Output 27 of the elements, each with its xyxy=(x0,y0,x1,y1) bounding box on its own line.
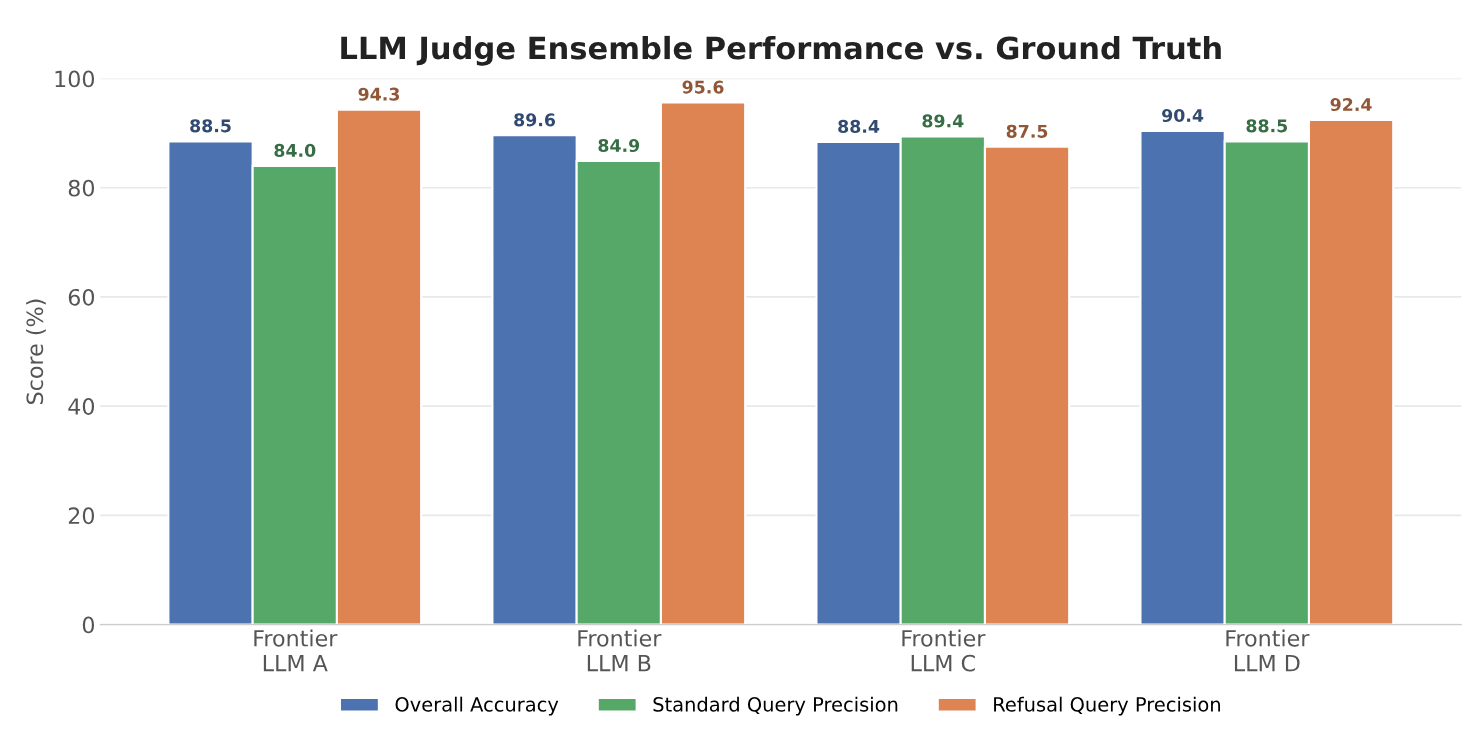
y-tick-label: 60 xyxy=(68,288,95,306)
data-label: 94.3 xyxy=(358,87,400,101)
y-tick-label: 80 xyxy=(68,179,95,197)
data-label: 87.5 xyxy=(1006,124,1048,138)
data-label: 88.5 xyxy=(190,119,231,133)
legend-label: Overall Accuracy xyxy=(395,696,559,716)
y-tick-label: 0 xyxy=(82,616,95,634)
x-tick-label: Frontier LLM C xyxy=(902,629,986,672)
chart-title: LLM Judge Ensemble Performance vs. Ground Truth xyxy=(341,35,1221,66)
data-label: 88.4 xyxy=(838,119,880,133)
data-label: 90.4 xyxy=(1162,108,1204,123)
x-tick-label: Frontier LLM D xyxy=(1226,629,1310,672)
data-label: 89.6 xyxy=(514,113,556,127)
x-tick-label: Frontier LLM B xyxy=(578,629,662,672)
data-label: 84.9 xyxy=(598,138,640,153)
legend-label: Standard Query Precision xyxy=(653,696,898,716)
data-label: 89.4 xyxy=(922,114,964,128)
data-label: 95.6 xyxy=(682,80,724,94)
data-label: 84.0 xyxy=(274,143,316,157)
y-tick-label: 20 xyxy=(68,507,95,525)
y-tick-label: 100 xyxy=(55,70,95,88)
data-label: 88.5 xyxy=(1246,119,1288,133)
y-tick-label: 40 xyxy=(68,398,95,415)
x-tick-label: Frontier LLM A xyxy=(254,629,338,672)
legend-label: Refusal Query Precision xyxy=(994,696,1220,716)
data-label: 92.4 xyxy=(1330,97,1372,112)
y-axis-title: Score (%) xyxy=(26,299,46,404)
